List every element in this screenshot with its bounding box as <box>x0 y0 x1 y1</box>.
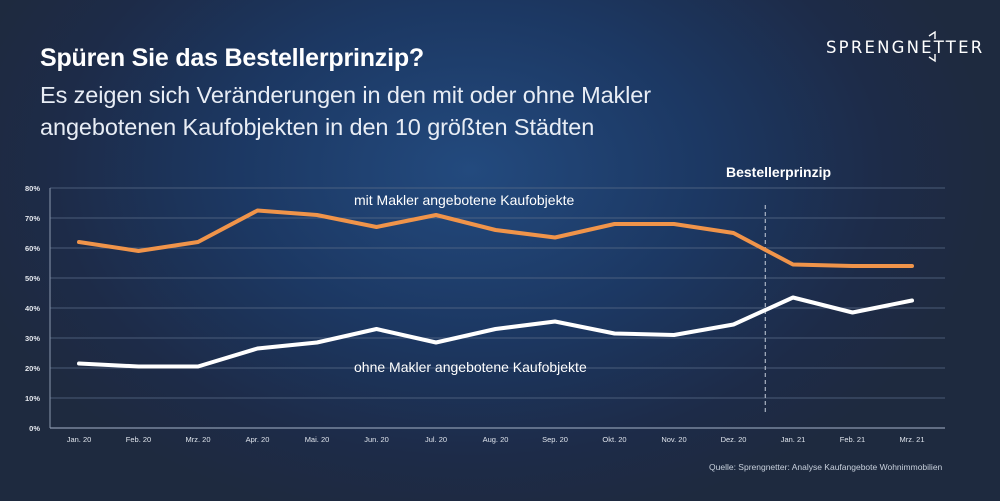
subtitle-line-1: Es zeigen sich Veränderungen in den mit … <box>40 82 652 108</box>
y-tick-label: 50% <box>25 274 40 283</box>
x-tick-label: Apr. 20 <box>246 435 270 444</box>
x-tick-label: Jul. 20 <box>425 435 447 444</box>
x-tick-label: Nov. 20 <box>661 435 686 444</box>
bestellerprinzip-label: Bestellerprinzip <box>726 164 831 180</box>
y-axis-ticks: 0% 10% 20% 30% 40% 50% 60% 70% 80% <box>25 184 40 433</box>
x-tick-label: Jan. 21 <box>781 435 806 444</box>
x-tick-label: Feb. 21 <box>840 435 865 444</box>
series-lines <box>77 208 914 369</box>
x-axis-ticks: Jan. 20 Feb. 20 Mrz. 20 Apr. 20 Mai. 20 Jun. … <box>67 435 925 444</box>
y-tick-label: 80% <box>25 184 40 193</box>
series-label-ohne-makler: ohne Makler angebotene Kaufobjekte <box>354 359 587 375</box>
y-tick-label: 60% <box>25 244 40 253</box>
x-tick-label: Sep. 20 <box>542 435 568 444</box>
source-note: Quelle: Sprengnetter: Analyse Kaufangebo… <box>709 462 943 472</box>
x-tick-label: Mrz. 21 <box>899 435 924 444</box>
subtitle-line-2: angebotenen Kaufobjekten in den 10 größt… <box>40 114 595 140</box>
y-tick-label: 40% <box>25 304 40 313</box>
page-title: Spüren Sie das Bestellerprinzip? <box>40 44 424 72</box>
series-line-mit-makler <box>77 208 914 268</box>
grid-lines <box>49 187 945 429</box>
x-tick-label: Jan. 20 <box>67 435 92 444</box>
x-tick-label: Okt. 20 <box>602 435 626 444</box>
x-tick-label: Dez. 20 <box>721 435 747 444</box>
y-tick-label: 0% <box>29 424 40 433</box>
x-tick-label: Feb. 20 <box>126 435 151 444</box>
series-label-mit-makler: mit Makler angebotene Kaufobjekte <box>354 192 574 208</box>
y-tick-label: 20% <box>25 364 40 373</box>
x-tick-label: Mrz. 20 <box>185 435 210 444</box>
page-subtitle: Es zeigen sich Veränderungen in den mit … <box>40 79 800 143</box>
x-tick-label: Aug. 20 <box>483 435 509 444</box>
x-tick-label: Mai. 20 <box>305 435 330 444</box>
sprengnetter-logo: SPRENGNETTER <box>826 38 985 57</box>
y-tick-label: 10% <box>25 394 40 403</box>
y-tick-label: 30% <box>25 334 40 343</box>
x-tick-label: Jun. 20 <box>364 435 389 444</box>
y-tick-label: 70% <box>25 214 40 223</box>
logo-bracket-icon <box>928 30 936 63</box>
